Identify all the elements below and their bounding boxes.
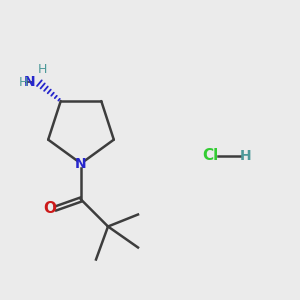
Text: Cl: Cl [202,148,218,164]
Text: H: H [19,76,28,89]
Text: H: H [38,63,47,76]
Text: N: N [75,157,87,170]
Text: N: N [24,75,35,89]
Text: O: O [43,201,56,216]
Text: H: H [240,149,252,163]
